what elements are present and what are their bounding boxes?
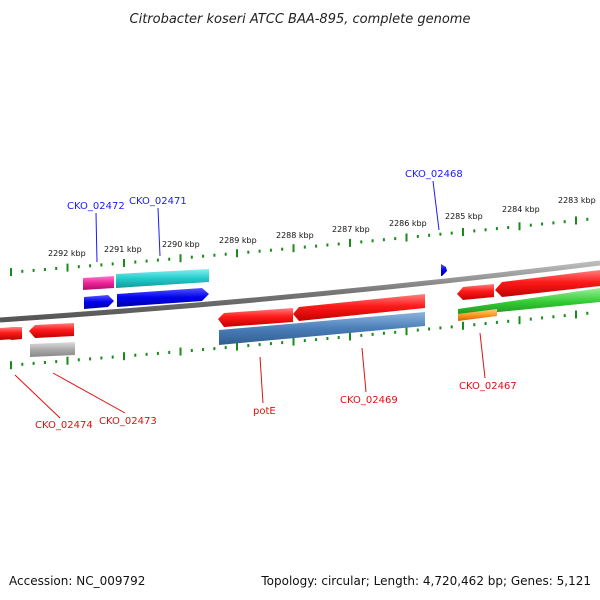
gene-cko-02469[interactable] [293, 294, 425, 321]
kbp-label: 2290 kbp [162, 240, 200, 249]
forward-strand-genes [83, 264, 600, 309]
gene-blue-small[interactable] [84, 295, 114, 309]
reverse-strand-genes [0, 288, 600, 357]
gene-red-right-a[interactable] [457, 284, 494, 300]
label-cko-02471[interactable]: CKO_02471 [129, 196, 187, 207]
gene-cko-02474[interactable] [30, 342, 75, 357]
leader-cko-02471 [157, 207, 161, 257]
leader-cko-02473 [52, 372, 126, 414]
kbp-label: 2289 kbp [219, 236, 257, 245]
leader-cko-02467 [479, 332, 486, 379]
leader-pote [259, 356, 264, 404]
gene-cko-02471[interactable] [116, 269, 209, 288]
label-cko-02472[interactable]: CKO_02472 [67, 201, 125, 212]
gene-red-right-b[interactable] [495, 270, 600, 297]
kbp-label: 2286 kbp [389, 219, 427, 228]
accession-text: Accession: NC_009792 [9, 574, 145, 588]
gene-cko-02473[interactable] [29, 323, 74, 338]
genome-backbone [0, 260, 600, 323]
gene-cko-02468[interactable] [441, 264, 447, 276]
label-cko-02467[interactable]: CKO_02467 [459, 381, 517, 392]
kbp-label: 2287 kbp [332, 225, 370, 234]
gene-green[interactable] [458, 288, 600, 316]
gene-pote[interactable] [218, 308, 293, 327]
label-cko-02473[interactable]: CKO_02473 [99, 416, 157, 427]
kbp-label: 2291 kbp [104, 245, 142, 254]
label-cko-02469[interactable]: CKO_02469 [340, 395, 398, 406]
gene-red-left-small[interactable] [6, 327, 22, 340]
gene-cko-02472[interactable] [83, 276, 114, 290]
topology-text: Topology: circular; Length: 4,720,462 bp… [260, 574, 591, 588]
label-cko-02474[interactable]: CKO_02474 [35, 420, 93, 431]
kbp-label: 2285 kbp [445, 212, 483, 221]
kbp-label: 2284 kbp [502, 205, 540, 214]
kbp-labels: 2292 kbp 2291 kbp 2290 kbp 2289 kbp 2288… [48, 196, 596, 258]
label-leaders [14, 180, 486, 419]
upper-ruler [10, 216, 589, 277]
lower-ruler [10, 310, 589, 370]
kbp-label: 2283 kbp [558, 196, 596, 205]
map-title: Citrobacter koseri ATCC BAA-895, complet… [130, 12, 471, 27]
leader-cko-02474 [14, 374, 61, 419]
leader-cko-02469 [361, 347, 367, 393]
label-cko-02468[interactable]: CKO_02468 [405, 169, 463, 180]
leader-cko-02472 [95, 212, 98, 263]
gene-labels: CKO_02472 CKO_02471 CKO_02468 CKO_02474 … [35, 169, 517, 431]
kbp-label: 2288 kbp [276, 231, 314, 240]
gene-cko-02467[interactable] [458, 309, 497, 321]
kbp-label: 2292 kbp [48, 249, 86, 258]
gene-blue-long[interactable] [117, 288, 209, 307]
leader-cko-02468 [432, 180, 440, 231]
label-pote[interactable]: potE [253, 406, 276, 417]
gene-steelblue[interactable] [219, 312, 425, 345]
